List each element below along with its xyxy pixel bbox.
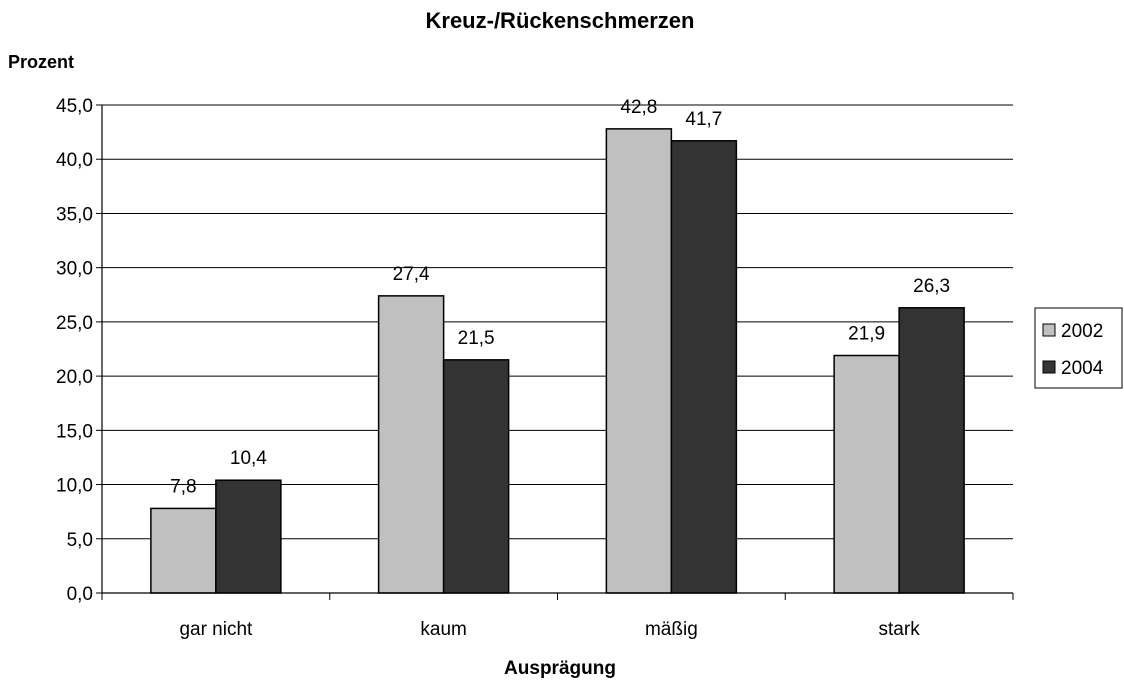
category-label: stark [879,619,921,640]
data-label: 7,8 [170,476,196,497]
bar-2002-0 [150,507,217,594]
data-label: 26,3 [913,276,950,297]
y-tick-label: 10,0 [56,476,93,497]
y-tick-label: 30,0 [56,259,93,280]
y-tick-label: 35,0 [56,204,93,225]
y-tick-label: 20,0 [56,367,93,388]
x-axis-label: Ausprägung [504,658,616,679]
y-tick-label: 40,0 [56,150,93,171]
category-labels: gar nicht kaum mäßig stark [179,619,920,640]
data-labels: 7,8 10,4 27,4 21,5 42,8 41,7 21,9 26,3 [170,97,950,498]
y-tick-label: 25,0 [56,313,93,334]
category-label: gar nicht [179,619,253,640]
bar-2004-0 [215,479,282,594]
bar-2004-3 [898,307,965,594]
category-label: mäßig [645,619,698,640]
y-tick-label: 5,0 [67,530,93,551]
y-tick-label: 0,0 [67,584,93,605]
legend-label: 2004 [1061,358,1104,379]
bar-2002-3 [833,354,900,594]
legend: 2002 2004 [1034,307,1123,389]
bars [150,128,965,594]
legend-box [1034,307,1123,389]
bar-2004-2 [670,140,738,594]
data-label: 21,9 [848,324,885,345]
chart-title: Kreuz-/Rückenschmerzen [426,8,695,33]
axes [101,105,1014,600]
y-tick-label: 15,0 [56,421,93,442]
y-axis-label: Prozent [8,52,74,72]
y-tick-label: 45,0 [56,96,93,117]
bar-2002-2 [605,128,673,594]
data-label: 41,7 [685,109,722,130]
data-label: 21,5 [458,328,495,349]
y-axis-ticks: 0,0 5,0 10,0 15,0 20,0 25,0 30,0 35,0 40,0 45,0 [56,96,102,605]
legend-swatch-2004 [1042,360,1056,374]
legend-label: 2002 [1061,321,1103,342]
data-label: 27,4 [393,264,430,285]
bar-2004-1 [442,359,510,594]
legend-swatch-2002 [1042,323,1056,337]
data-label: 42,8 [620,97,657,118]
bar-2002-1 [377,295,445,594]
data-label: 10,4 [230,448,267,469]
category-label: kaum [420,619,466,640]
